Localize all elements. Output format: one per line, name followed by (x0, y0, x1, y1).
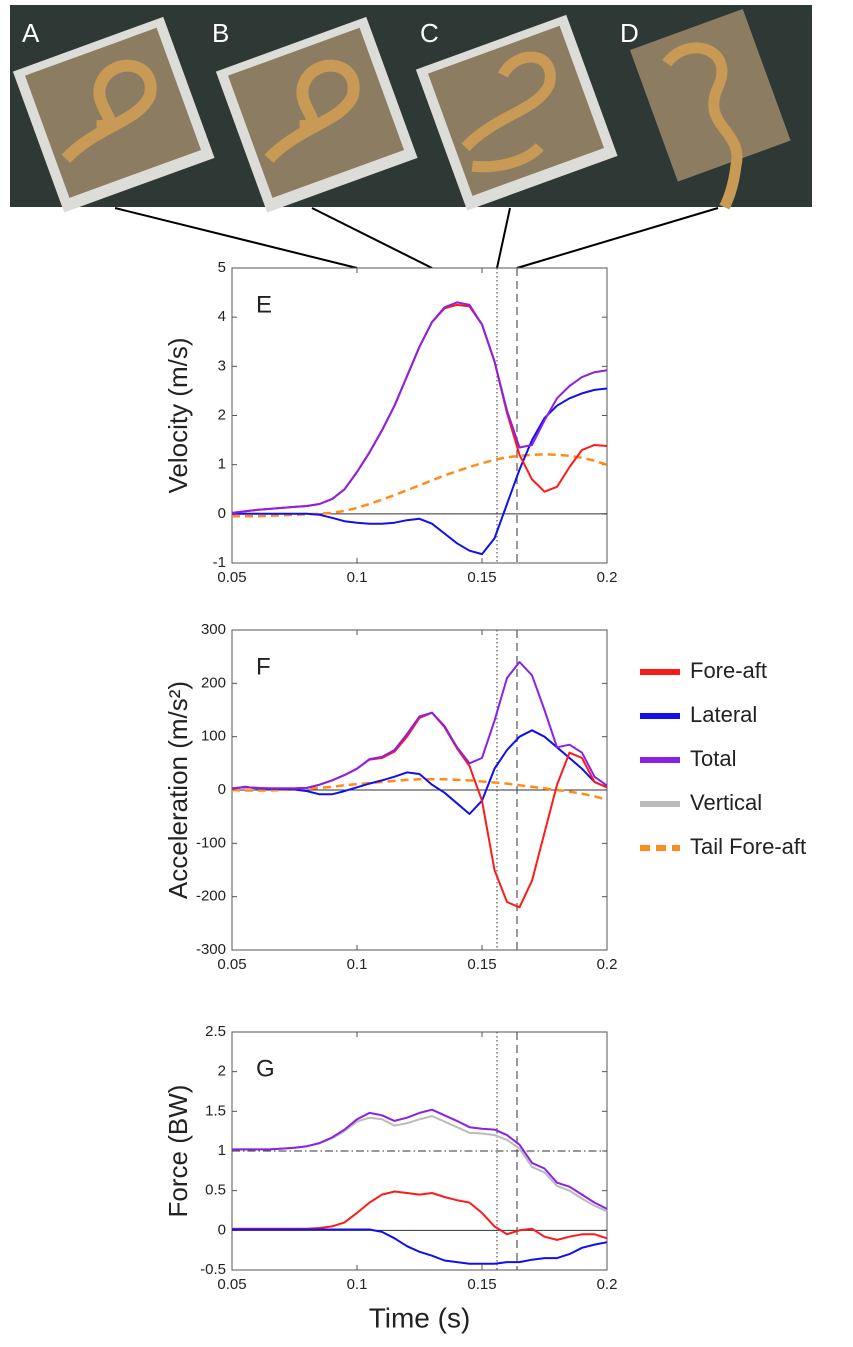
x-tick-label: 0.15 (467, 569, 496, 586)
y-tick-label: 1 (218, 456, 226, 473)
series-line (231, 301, 608, 514)
panel-label: G (256, 1055, 275, 1082)
x-tick-label: 0.1 (347, 1276, 368, 1293)
x-tick-label: 0.05 (217, 956, 246, 973)
y-tick-label: 0.5 (205, 1182, 226, 1199)
legend-label: Tail Fore-aft (690, 834, 806, 859)
x-tick-label: 0.05 (217, 1276, 246, 1293)
y-tick-label: 1 (218, 1142, 226, 1159)
y-tick-label: -100 (196, 834, 226, 851)
y-tick-label: 100 (201, 728, 226, 745)
series-line (232, 387, 608, 556)
legend-label: Lateral (690, 702, 757, 727)
legend-label: Fore-aft (690, 658, 767, 683)
y-axis-label: Force (BW) (163, 1085, 193, 1218)
y-tick-label: 2 (218, 406, 226, 423)
y-tick-label: 200 (201, 674, 226, 691)
panel-label: F (256, 653, 271, 680)
photo-label: D (620, 18, 639, 48)
series-line (232, 1108, 608, 1210)
y-tick-label: -300 (196, 941, 226, 958)
y-axis-label: Velocity (m/s) (163, 337, 193, 493)
connector (311, 207, 433, 269)
y-tick-label: 300 (201, 621, 226, 638)
connector (516, 207, 719, 269)
x-tick-label: 0.05 (217, 569, 246, 586)
series-line (231, 729, 608, 815)
y-tick-label: 3 (218, 357, 226, 374)
y-tick-label: 5 (218, 259, 226, 276)
y-tick-label: -1 (213, 554, 226, 571)
photo-strip: A B C D (10, 5, 812, 213)
connector (114, 207, 358, 269)
photo-b (215, 16, 418, 213)
y-tick-label: 2.5 (205, 1023, 226, 1040)
x-tick-label: 0.2 (597, 1276, 618, 1293)
y-tick-label: -200 (196, 888, 226, 905)
series-line (231, 661, 608, 790)
y-tick-label: 0 (218, 505, 226, 522)
y-tick-label: 0 (218, 1221, 226, 1238)
y-tick-label: -0.5 (200, 1261, 226, 1278)
x-tick-label: 0.15 (467, 956, 496, 973)
x-tick-label: 0.2 (597, 956, 618, 973)
y-tick-label: 0 (218, 781, 226, 798)
connector (496, 207, 511, 269)
connectors (114, 207, 719, 269)
x-tick-label: 0.2 (597, 569, 618, 586)
photo-a (12, 16, 215, 213)
legend-label: Total (690, 746, 736, 771)
x-tick-label: 0.15 (467, 1276, 496, 1293)
x-axis-label: Time (s) (369, 1302, 471, 1333)
legend-label: Vertical (690, 790, 762, 815)
photo-label: A (22, 18, 40, 48)
series-line (231, 778, 608, 801)
panel-label: E (256, 291, 272, 318)
photo-d (629, 9, 791, 210)
y-tick-label: 1.5 (205, 1102, 226, 1119)
y-axis-label: Acceleration (m/s²) (163, 681, 193, 899)
photo-label: B (212, 18, 229, 48)
y-tick-label: 2 (218, 1063, 226, 1080)
x-tick-label: 0.1 (347, 956, 368, 973)
x-tick-label: 0.1 (347, 569, 368, 586)
y-tick-label: 4 (218, 308, 226, 325)
photo-c (415, 14, 618, 211)
photo-label: C (420, 18, 439, 48)
series-line (232, 1228, 608, 1265)
